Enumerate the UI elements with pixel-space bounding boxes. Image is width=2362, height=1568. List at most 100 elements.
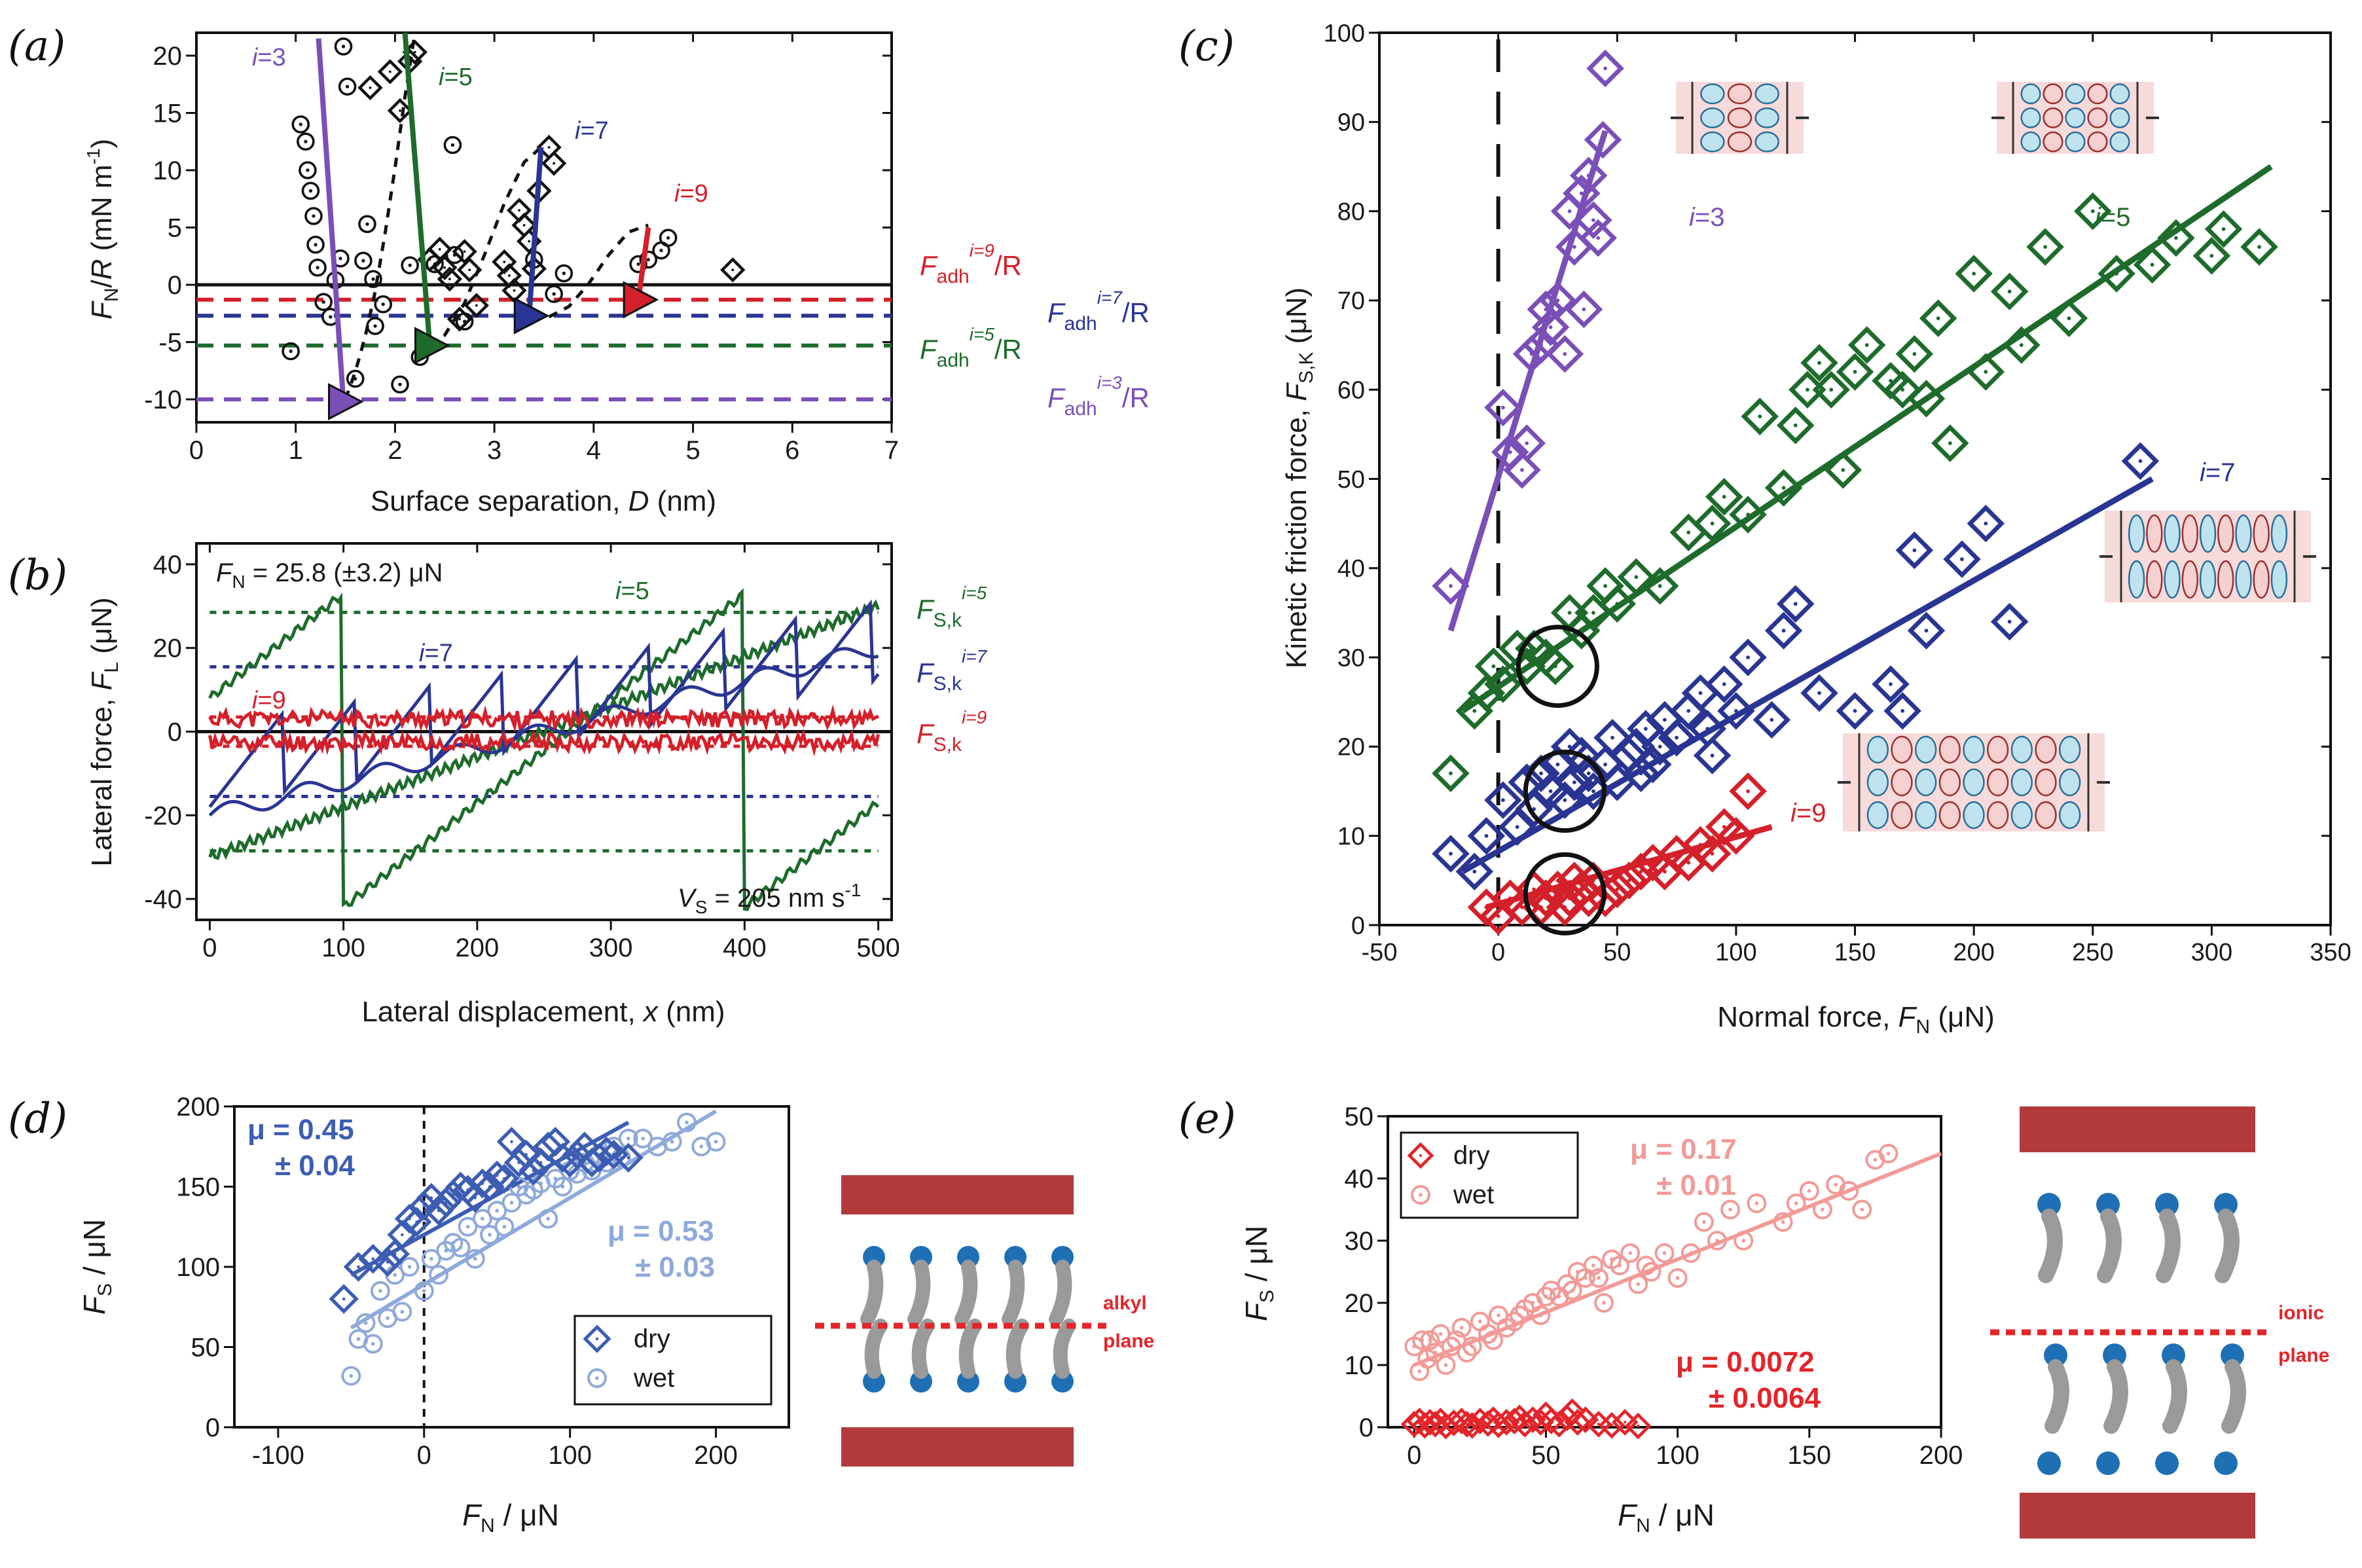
data-point-diamond xyxy=(1536,647,1574,685)
text-part: / μN xyxy=(1239,1226,1273,1290)
cation-ellipse xyxy=(2010,735,2033,764)
point-center-dot xyxy=(1873,1158,1878,1162)
anion-ellipse xyxy=(2043,131,2063,153)
point-center-dot xyxy=(1728,1207,1732,1212)
lower-surface xyxy=(841,1427,1074,1467)
point-center-dot xyxy=(1539,771,1543,776)
point-center-dot xyxy=(312,214,316,218)
data-point-wet xyxy=(538,1209,558,1229)
text-part: S,k xyxy=(934,734,962,756)
point-center-dot xyxy=(1829,388,1834,392)
text-part: /R xyxy=(994,334,1022,365)
panel-label-c: (c) xyxy=(1178,22,1235,71)
point-center-dot xyxy=(1548,789,1553,793)
data-point-diamond xyxy=(2133,246,2171,284)
x-tick-label: 150 xyxy=(1834,939,1876,966)
point-center-dot xyxy=(1596,236,1601,240)
data-point-dry xyxy=(431,1188,461,1218)
data-point-diamond xyxy=(1484,781,1522,819)
cation-head xyxy=(2214,1451,2238,1475)
data-point-diamond xyxy=(1508,424,1546,462)
data-point-wet xyxy=(392,1302,412,1322)
text-part: adh xyxy=(1064,313,1097,335)
point-center-dot xyxy=(1658,744,1662,749)
approach-curve xyxy=(429,146,543,347)
point-center-dot xyxy=(1433,1351,1438,1355)
data-point-diamond xyxy=(1776,406,1815,445)
anion-ellipse xyxy=(2181,514,2198,553)
text-part: F xyxy=(77,1294,111,1315)
cation-ellipse xyxy=(2128,514,2145,553)
point-center-dot xyxy=(2209,253,2214,258)
data-point-circle xyxy=(304,207,323,225)
arrow-marker xyxy=(513,297,550,335)
legend-dry-label: dry xyxy=(634,1324,670,1353)
y-tick-label: -20 xyxy=(144,801,182,830)
data-point-wet xyxy=(1420,1330,1440,1350)
point-center-dot xyxy=(1444,1363,1448,1367)
data-point-dry xyxy=(1527,1409,1554,1436)
cation-ellipse xyxy=(1915,801,1937,830)
data-point-dry xyxy=(438,1179,469,1210)
y-tick-label: 50 xyxy=(1345,1103,1374,1131)
x-tick-label: 200 xyxy=(694,1441,738,1470)
point-center-dot xyxy=(1734,709,1738,713)
text-part: L xyxy=(101,662,122,673)
point-center-dot xyxy=(1449,584,1453,588)
point-center-dot xyxy=(1972,272,1976,276)
y-tick-label: 80 xyxy=(1337,198,1365,226)
point-center-dot xyxy=(1686,709,1691,713)
point-center-dot xyxy=(342,1297,346,1301)
point-center-dot xyxy=(641,1137,645,1140)
data-point-wet xyxy=(1799,1181,1819,1201)
x-tick-label: 350 xyxy=(2310,939,2351,966)
data-point-diamond xyxy=(1693,504,1732,543)
data-point-wet xyxy=(1583,1256,1603,1275)
anion-ellipse xyxy=(1987,735,2009,764)
point-center-dot xyxy=(1754,1201,1759,1205)
point-center-dot xyxy=(1579,191,1584,196)
point-center-dot xyxy=(1853,709,1857,713)
y-tick-label: 60 xyxy=(1337,377,1365,405)
text-part: (nm) xyxy=(649,485,716,517)
arrow-marker xyxy=(328,383,364,420)
data-point-dry xyxy=(482,1160,512,1191)
text-part: =3 xyxy=(257,44,285,71)
cation-ellipse xyxy=(2109,107,2130,128)
data-point-diamond xyxy=(1598,585,1637,623)
y-tick-label: 40 xyxy=(1345,1165,1374,1194)
y-tick-label: 20 xyxy=(1337,734,1365,761)
cation-ellipse xyxy=(1700,131,1725,153)
data-point-diamond xyxy=(1729,772,1767,811)
point-center-dot xyxy=(407,1265,412,1269)
point-center-dot xyxy=(1770,718,1774,722)
y-tick-label: 70 xyxy=(1337,287,1365,315)
data-point-circle xyxy=(391,375,409,394)
point-center-dot xyxy=(1531,1301,1535,1305)
data-point-diamond xyxy=(1432,567,1470,605)
text-part: F xyxy=(1047,382,1066,413)
point-center-dot xyxy=(1698,691,1703,695)
point-center-dot xyxy=(670,1140,674,1144)
point-center-dot xyxy=(1563,352,1567,356)
y-tick-label: 0 xyxy=(206,1413,220,1442)
data-point-dry xyxy=(1572,1406,1599,1433)
data-point-diamond xyxy=(1598,870,1637,909)
point-center-dot xyxy=(373,324,377,328)
mu-dry-error: ± 0.04 xyxy=(275,1150,355,1182)
anion-ellipse xyxy=(2043,83,2063,105)
point-center-dot xyxy=(1701,1220,1706,1224)
data-point-circle xyxy=(299,161,317,179)
data-point-wet xyxy=(1504,1311,1525,1332)
text-part: S,K xyxy=(1296,352,1317,384)
data-point-diamond xyxy=(1503,451,1541,489)
data-point-diamond xyxy=(377,59,403,84)
data-point-diamond xyxy=(1919,299,1957,337)
point-center-dot xyxy=(1478,1319,1482,1324)
text-part: -1 xyxy=(83,148,103,164)
y-tick-label: 20 xyxy=(1345,1289,1374,1318)
data-point-dry xyxy=(1519,1406,1546,1433)
data-point-wet xyxy=(1852,1199,1872,1220)
point-center-dot xyxy=(1912,548,1917,553)
